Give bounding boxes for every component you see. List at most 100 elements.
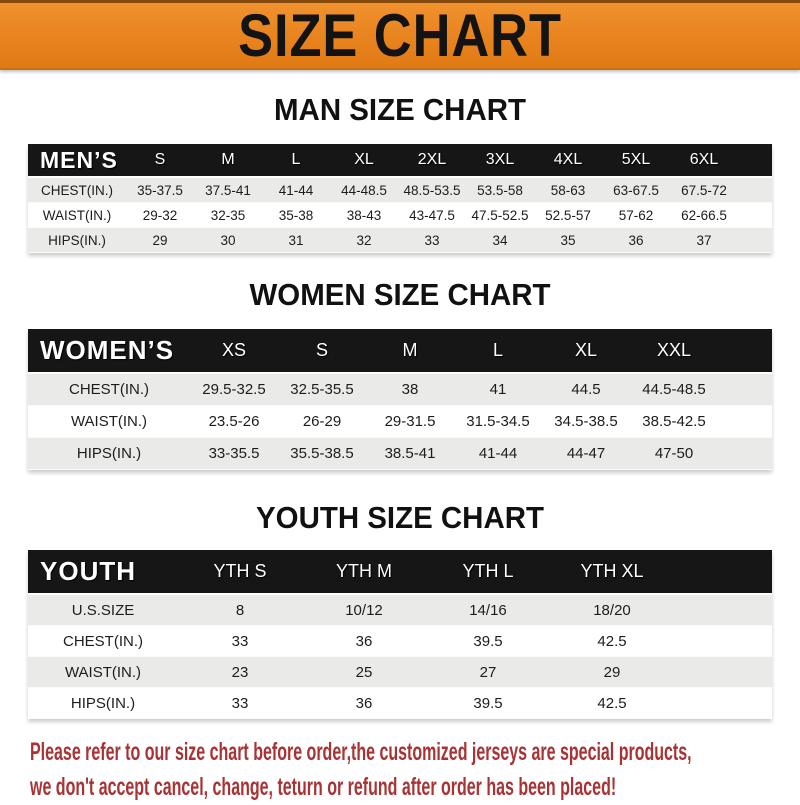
size-value-cell: 30 <box>194 228 262 253</box>
row-spacer <box>738 203 772 228</box>
row-spacer <box>718 406 772 438</box>
size-value-cell: 32.5-35.5 <box>278 374 366 406</box>
table-row: WAIST(IN.) 23 25 27 29 <box>28 657 772 688</box>
size-column-header: S <box>278 329 366 374</box>
size-value-cell: 48.5-53.5 <box>398 178 466 203</box>
row-label: WAIST(IN.) <box>28 203 126 228</box>
size-value-cell: 38.5-42.5 <box>630 406 718 438</box>
size-column-header: 6XL <box>670 144 738 178</box>
size-value-cell: 37.5-41 <box>194 178 262 203</box>
size-column-header: XXL <box>630 329 718 374</box>
table-row: U.S.SIZE 8 10/12 14/16 18/20 <box>28 595 772 626</box>
size-value-cell: 36 <box>302 688 426 719</box>
row-label: HIPS(IN.) <box>28 688 178 719</box>
size-value-cell: 8 <box>178 595 302 626</box>
row-label: HIPS(IN.) <box>28 228 126 253</box>
youth-size-table-container: YOUTH YTH S YTH M YTH L YTH XL U.S.SIZE 8 10/12… <box>28 550 772 719</box>
size-column-header: 3XL <box>466 144 534 178</box>
men-size-table-container: MEN’S S M L XL 2XL 3XL 4XL 5XL 6XL CHEST(IN.) 35-37… <box>28 144 772 253</box>
footer-line-2: we don't accept cancel, change, teturn o… <box>30 773 617 801</box>
header-spacer <box>718 329 772 374</box>
size-value-cell: 35-38 <box>262 203 330 228</box>
size-value-cell: 23 <box>178 657 302 688</box>
men-header-row: MEN’S S M L XL 2XL 3XL 4XL 5XL 6XL <box>28 144 772 178</box>
table-row: WAIST(IN.) 23.5-26 26-29 29-31.5 31.5-34.5 34… <box>28 406 772 438</box>
size-value-cell: 53.5-58 <box>466 178 534 203</box>
size-column-header: 4XL <box>534 144 602 178</box>
women-header-row: WOMEN’S XS S M L XL XXL <box>28 329 772 374</box>
row-spacer <box>738 178 772 203</box>
youth-section-heading: YOUTH SIZE CHART <box>256 500 544 535</box>
size-column-header: L <box>454 329 542 374</box>
size-value-cell: 26-29 <box>278 406 366 438</box>
youth-header-row: YOUTH YTH S YTH M YTH L YTH XL <box>28 550 772 595</box>
women-section-heading: WOMEN SIZE CHART <box>249 277 551 312</box>
youth-size-table: YOUTH YTH S YTH M YTH L YTH XL U.S.SIZE 8 10/12… <box>28 550 772 719</box>
size-value-cell: 14/16 <box>426 595 550 626</box>
size-column-header: M <box>194 144 262 178</box>
size-value-cell: 36 <box>602 228 670 253</box>
men-table-corner-label: MEN’S <box>28 144 126 178</box>
size-value-cell: 10/12 <box>302 595 426 626</box>
size-value-cell: 35-37.5 <box>126 178 194 203</box>
row-label: CHEST(IN.) <box>28 178 126 203</box>
size-value-cell: 36 <box>302 626 426 657</box>
size-value-cell: 31.5-34.5 <box>454 406 542 438</box>
table-row: CHEST(IN.) 35-37.5 37.5-41 41-44 44-48.5 48.5… <box>28 178 772 203</box>
size-value-cell: 58-63 <box>534 178 602 203</box>
size-value-cell: 29-32 <box>126 203 194 228</box>
size-value-cell: 62-66.5 <box>670 203 738 228</box>
size-value-cell: 33 <box>178 626 302 657</box>
size-value-cell: 33 <box>178 688 302 719</box>
size-value-cell: 52.5-57 <box>534 203 602 228</box>
size-column-header: 5XL <box>602 144 670 178</box>
row-spacer <box>718 374 772 406</box>
size-value-cell: 37 <box>670 228 738 253</box>
section-men: MAN SIZE CHART MEN’S S M L XL 2XL 3XL 4XL 5XL 6XL… <box>0 92 800 253</box>
section-youth: YOUTH SIZE CHART YOUTH YTH S YTH M YTH L YTH… <box>0 500 800 719</box>
size-column-header: YTH L <box>426 550 550 595</box>
row-spacer <box>674 626 772 657</box>
size-value-cell: 42.5 <box>550 626 674 657</box>
size-value-cell: 33 <box>398 228 466 253</box>
table-row: HIPS(IN.) 29 30 31 32 33 34 35 36 37 <box>28 228 772 253</box>
size-column-header: L <box>262 144 330 178</box>
table-row: WAIST(IN.) 29-32 32-35 35-38 38-43 43-47.5 47.… <box>28 203 772 228</box>
banner: SIZE CHART <box>0 0 800 70</box>
section-women: WOMEN SIZE CHART WOMEN’S XS S M L XL XXL CHEST(… <box>0 277 800 470</box>
size-value-cell: 25 <box>302 657 426 688</box>
row-spacer <box>674 595 772 626</box>
size-value-cell: 47.5-52.5 <box>466 203 534 228</box>
size-column-header: M <box>366 329 454 374</box>
size-value-cell: 27 <box>426 657 550 688</box>
table-row: HIPS(IN.) 33-35.5 35.5-38.5 38.5-41 41-44 44-… <box>28 438 772 470</box>
row-label: CHEST(IN.) <box>28 626 178 657</box>
row-spacer <box>674 657 772 688</box>
women-table-corner-label: WOMEN’S <box>28 329 190 374</box>
size-value-cell: 47-50 <box>630 438 718 470</box>
size-value-cell: 33-35.5 <box>190 438 278 470</box>
row-label: WAIST(IN.) <box>28 657 178 688</box>
size-value-cell: 38 <box>366 374 454 406</box>
women-size-table: WOMEN’S XS S M L XL XXL CHEST(IN.) 29.5-32.5 32.5… <box>28 329 772 470</box>
size-value-cell: 57-62 <box>602 203 670 228</box>
size-value-cell: 41 <box>454 374 542 406</box>
header-spacer <box>674 550 772 595</box>
table-row: HIPS(IN.) 33 36 39.5 42.5 <box>28 688 772 719</box>
size-value-cell: 44.5 <box>542 374 630 406</box>
youth-table-corner-label: YOUTH <box>28 550 178 595</box>
size-column-header: XS <box>190 329 278 374</box>
size-value-cell: 39.5 <box>426 626 550 657</box>
footer-line-1: Please refer to our size chart before or… <box>30 738 692 766</box>
size-value-cell: 42.5 <box>550 688 674 719</box>
row-label: CHEST(IN.) <box>28 374 190 406</box>
row-label: HIPS(IN.) <box>28 438 190 470</box>
size-value-cell: 44-48.5 <box>330 178 398 203</box>
size-column-header: YTH XL <box>550 550 674 595</box>
size-value-cell: 67.5-72 <box>670 178 738 203</box>
size-value-cell: 29 <box>126 228 194 253</box>
header-spacer <box>738 144 772 178</box>
row-label: WAIST(IN.) <box>28 406 190 438</box>
size-column-header: S <box>126 144 194 178</box>
